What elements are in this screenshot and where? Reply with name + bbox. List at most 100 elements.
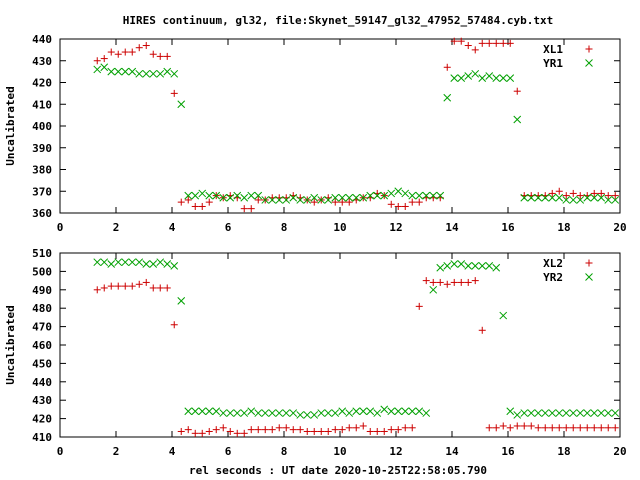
data-point [233, 429, 241, 437]
data-point [548, 189, 556, 197]
x-tick-label: 6 [225, 221, 232, 234]
y-tick-label: 390 [32, 142, 52, 155]
data-point [597, 424, 605, 432]
data-point [268, 196, 277, 204]
y-tick-label: 500 [32, 265, 52, 278]
data-point [240, 429, 248, 437]
data-point [254, 196, 262, 204]
data-point [170, 89, 178, 97]
data-point [401, 424, 409, 432]
y-tick-label: 410 [32, 431, 52, 444]
series-yr2 [93, 258, 620, 419]
data-point [191, 407, 200, 416]
data-point [415, 191, 424, 200]
y-tick-label: 450 [32, 357, 52, 370]
data-point [436, 191, 445, 200]
data-point [352, 193, 361, 202]
data-point [492, 39, 500, 47]
y-axis-label: Uncalibrated [4, 86, 17, 165]
data-point [492, 263, 501, 272]
data-point [541, 193, 550, 202]
data-point [401, 202, 409, 210]
data-point [394, 407, 403, 416]
data-point [142, 278, 150, 286]
data-point [611, 192, 619, 200]
data-point [184, 191, 193, 200]
data-point [226, 427, 234, 435]
data-point [107, 260, 116, 268]
data-point [289, 426, 297, 434]
data-point [387, 200, 395, 208]
data-point [401, 189, 410, 198]
data-point [135, 69, 144, 78]
x-tick-label: 20 [613, 445, 626, 458]
data-point [506, 407, 515, 416]
data-point [506, 424, 514, 432]
data-point [590, 424, 598, 432]
data-point [114, 50, 122, 58]
data-point [114, 282, 122, 290]
data-point [569, 189, 577, 197]
data-point [142, 42, 150, 50]
data-point [205, 198, 213, 206]
data-point [576, 409, 585, 417]
x-axis-label: rel seconds : UT date 2020-10-25T22:58:0… [189, 464, 487, 477]
data-point [261, 196, 270, 204]
data-point [520, 409, 529, 417]
data-point [345, 193, 354, 202]
y-tick-label: 440 [32, 376, 52, 389]
data-point [198, 202, 206, 210]
data-point [513, 422, 521, 430]
data-point [604, 196, 613, 204]
data-point [611, 424, 619, 432]
data-point [156, 52, 164, 60]
data-point [303, 196, 312, 204]
data-point [317, 427, 325, 435]
data-point [436, 278, 444, 286]
chart-title: HIRES continuum, gl32, file:Skynet_59147… [123, 14, 553, 27]
data-point [163, 52, 171, 60]
data-point [555, 424, 563, 432]
data-point [562, 192, 570, 200]
data-point [226, 193, 235, 202]
data-point [156, 258, 165, 267]
data-point [499, 422, 507, 430]
data-point [590, 193, 599, 202]
legend-label: YR1 [543, 57, 563, 70]
data-point [541, 409, 550, 417]
data-point [170, 69, 179, 78]
legend-marker [585, 273, 593, 281]
data-point [562, 424, 570, 432]
data-point [163, 260, 172, 268]
x-tick-label: 10 [333, 445, 346, 458]
data-point [436, 263, 445, 272]
data-point [170, 321, 178, 329]
data-point [359, 193, 368, 202]
data-point [576, 192, 584, 200]
data-point [156, 284, 164, 292]
data-point [100, 63, 109, 72]
data-point [576, 196, 585, 204]
y-tick-label: 470 [32, 321, 52, 334]
y-axis-label: Uncalibrated [4, 305, 17, 384]
data-point [261, 426, 269, 434]
data-point [282, 409, 291, 417]
y-tick-label: 490 [32, 284, 52, 297]
data-point [527, 422, 535, 430]
data-point [562, 409, 571, 417]
data-point [254, 191, 263, 200]
data-point [464, 278, 472, 286]
data-point [415, 302, 423, 310]
data-point [478, 262, 487, 270]
data-point [345, 409, 354, 417]
legend-marker [585, 59, 593, 67]
data-point [450, 37, 458, 45]
x-tick-label: 2 [113, 221, 120, 234]
data-point [219, 409, 228, 417]
data-point [457, 260, 466, 268]
data-point [415, 198, 423, 206]
data-point [135, 44, 143, 52]
data-point [191, 191, 200, 200]
data-point [114, 258, 123, 267]
data-point [471, 69, 480, 78]
